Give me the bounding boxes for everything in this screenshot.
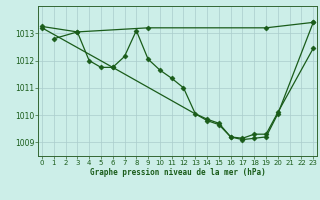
X-axis label: Graphe pression niveau de la mer (hPa): Graphe pression niveau de la mer (hPa) — [90, 168, 266, 177]
